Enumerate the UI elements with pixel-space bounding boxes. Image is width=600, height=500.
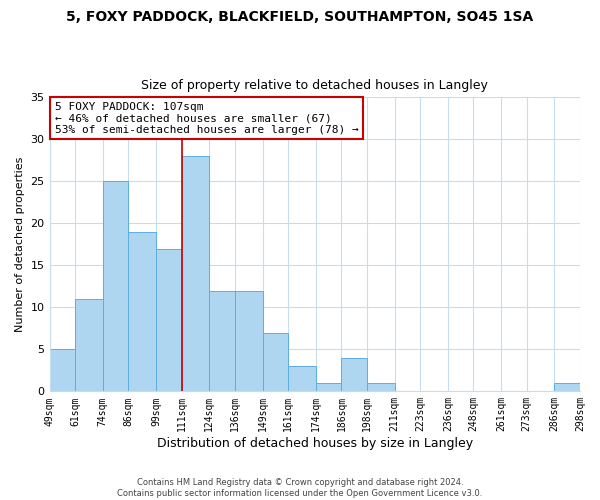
Bar [209, 290, 235, 392]
Y-axis label: Number of detached properties: Number of detached properties [15, 156, 25, 332]
Bar [288, 366, 316, 392]
Bar [156, 248, 182, 392]
Text: Contains HM Land Registry data © Crown copyright and database right 2024.
Contai: Contains HM Land Registry data © Crown c… [118, 478, 482, 498]
X-axis label: Distribution of detached houses by size in Langley: Distribution of detached houses by size … [157, 437, 473, 450]
Title: Size of property relative to detached houses in Langley: Size of property relative to detached ho… [142, 79, 488, 92]
Bar [367, 383, 395, 392]
Bar [263, 332, 288, 392]
Text: 5 FOXY PADDOCK: 107sqm
← 46% of detached houses are smaller (67)
53% of semi-det: 5 FOXY PADDOCK: 107sqm ← 46% of detached… [55, 102, 359, 135]
Bar [235, 290, 263, 392]
Bar [103, 182, 128, 392]
Text: 5, FOXY PADDOCK, BLACKFIELD, SOUTHAMPTON, SO45 1SA: 5, FOXY PADDOCK, BLACKFIELD, SOUTHAMPTON… [67, 10, 533, 24]
Bar [182, 156, 209, 392]
Bar [341, 358, 367, 392]
Bar [50, 350, 75, 392]
Bar [554, 383, 580, 392]
Bar [75, 299, 103, 392]
Bar [128, 232, 156, 392]
Bar [316, 383, 341, 392]
